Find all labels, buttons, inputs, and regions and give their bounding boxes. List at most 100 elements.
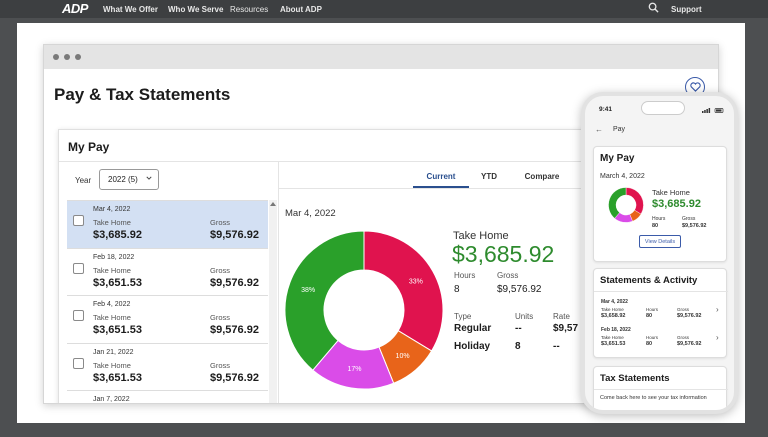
phone-donut-chart <box>608 187 644 223</box>
nav-support[interactable]: Support <box>671 5 702 14</box>
earning-units: -- <box>515 323 522 334</box>
phone-gross-value: $9,576.92 <box>677 313 702 319</box>
phone-my-pay-title: My Pay <box>600 153 635 164</box>
nav-what-we-offer[interactable]: What We Offer <box>103 5 158 14</box>
statement-row[interactable]: Feb 18, 2022 Take Home $3,651.53 Gross $… <box>67 248 268 296</box>
statement-date: Jan 21, 2022 <box>93 348 134 356</box>
statement-list: Mar 4, 2022 Take Home $3,685.92 Gross $9… <box>67 200 268 403</box>
take-home-value: $3,651.53 <box>93 276 142 289</box>
chevron-right-icon[interactable]: › <box>716 305 719 314</box>
statement-date: Jan 7, 2022 <box>93 396 130 403</box>
statement-row[interactable]: Feb 4, 2022 Take Home $3,651.53 Gross $9… <box>67 296 268 344</box>
take-home-label: Take Home <box>93 313 131 322</box>
phone-hours-label: Hours <box>646 335 659 340</box>
site-header: ADP What We Offer Who We Serve Resources… <box>0 0 768 18</box>
donut-slice-label: 10% <box>396 353 410 360</box>
divider <box>278 162 279 403</box>
earning-rate: $9,57 <box>553 323 579 334</box>
chevron-right-icon[interactable]: › <box>716 333 719 342</box>
phone-statements-card: Statements & Activity Mar 4, 2022 Take H… <box>593 268 728 358</box>
year-label: Year <box>75 176 92 185</box>
phone-gross-label: Gross <box>677 307 690 312</box>
donut-slice-label: 38% <box>301 287 315 294</box>
statement-date: Feb 4, 2022 <box>93 301 131 308</box>
gross-value: $9,576.92 <box>497 284 542 295</box>
mini-donut-slice <box>608 187 627 219</box>
statement-date: Mar 4, 2022 <box>93 206 131 213</box>
back-arrow-icon[interactable]: ← <box>595 125 603 134</box>
phone-take-home-label: Take Home <box>601 335 624 340</box>
phone-take-home-value: $3,685.92 <box>652 198 701 210</box>
statement-checkbox[interactable] <box>73 357 84 369</box>
adp-logo[interactable]: ADP <box>62 1 88 16</box>
statement-date: Feb 18, 2022 <box>93 253 135 261</box>
phone-gross-value: $9,576.92 <box>677 341 702 347</box>
tabs-divider <box>279 188 679 189</box>
phone-take-home-value: $3,651.53 <box>601 341 626 347</box>
phone-hours-value: 80 <box>646 341 653 347</box>
nav-who-we-serve[interactable]: Who We Serve <box>168 5 224 14</box>
scroll-up-icon[interactable] <box>270 202 276 206</box>
hours-value: 8 <box>454 284 460 295</box>
phone-time: 9:41 <box>599 106 613 113</box>
gross-value: $9,576.92 <box>210 276 259 289</box>
phone-hours-value: 80 <box>652 223 659 229</box>
search-icon[interactable] <box>648 2 659 13</box>
divider <box>59 161 679 162</box>
tab-ytd[interactable]: YTD <box>481 172 497 181</box>
window-dot-icon <box>64 54 70 60</box>
phone-gross-label: Gross <box>677 335 690 340</box>
gross-value: $9,576.92 <box>210 324 259 336</box>
my-pay-card: My Pay Year 2022 (5) Mar 4, 2022 Take Ho… <box>58 129 679 403</box>
phone-tax-text: Come back here to see your tax informati… <box>600 395 707 401</box>
gross-label: Gross <box>210 218 231 227</box>
take-home-value: $3,651.53 <box>93 371 142 384</box>
gross-value: $9,576.92 <box>210 371 259 384</box>
phone-gross-value: $9,576.92 <box>682 223 707 229</box>
phone-take-home-value: $3,658.92 <box>601 313 626 319</box>
year-select[interactable]: 2022 (5) <box>99 169 159 190</box>
signal-battery-icon <box>702 108 724 113</box>
phone-statements-title: Statements & Activity <box>600 275 698 286</box>
phone-hours-label: Hours <box>646 307 659 312</box>
tab-compare[interactable]: Compare <box>524 172 560 181</box>
statement-row[interactable]: Mar 4, 2022 Take Home $3,685.92 Gross $9… <box>67 201 268 249</box>
phone-tax-title: Tax Statements <box>600 373 670 384</box>
detail-take-home-value: $3,685.92 <box>452 241 555 267</box>
gross-label: Gross <box>210 360 231 370</box>
statement-checkbox[interactable] <box>73 215 84 226</box>
page-title: Pay & Tax Statements <box>54 85 231 104</box>
donut-slice-label: 17% <box>347 366 361 373</box>
phone-pay-date: March 4, 2022 <box>600 173 645 180</box>
phone-tax-card: Tax Statements Come back here to see you… <box>593 366 728 410</box>
pay-tabs: Current YTD Compare <box>413 170 575 188</box>
statement-checkbox[interactable] <box>73 262 84 274</box>
col-units-header: Units <box>515 312 534 321</box>
statement-row[interactable]: Jan 7, 2022 <box>67 391 268 403</box>
tab-current[interactable]: Current <box>413 170 469 188</box>
phone-take-home-label: Take Home <box>601 307 624 312</box>
hours-label: Hours <box>454 271 476 280</box>
phone-mockup: 9:41 ← Pay My Pay March 4, 2022 Take Hom… <box>581 92 738 414</box>
nav-about-adp[interactable]: About ADP <box>280 5 322 14</box>
phone-statement-date: Feb 18, 2022 <box>601 327 631 333</box>
col-type-header: Type <box>454 312 472 321</box>
browser-titlebar <box>44 45 718 69</box>
phone-notch <box>641 101 685 115</box>
pay-breakdown-donut-chart: 33% 10% 17% 38% <box>284 230 444 390</box>
view-details-button[interactable]: View Details <box>639 235 681 248</box>
earning-type: Regular <box>454 323 492 334</box>
take-home-label: Take Home <box>93 265 131 275</box>
phone-statement-date: Mar 4, 2022 <box>601 299 628 305</box>
window-dot-icon <box>75 54 81 60</box>
nav-resources[interactable]: Resources <box>230 5 269 14</box>
statement-checkbox[interactable] <box>73 310 84 321</box>
donut-slice <box>284 230 365 371</box>
take-home-value: $3,651.53 <box>93 324 142 336</box>
phone-take-home-label: Take Home <box>652 188 690 197</box>
list-scrollbar[interactable] <box>269 200 277 403</box>
my-pay-title: My Pay <box>68 140 110 154</box>
donut-slice-label: 33% <box>409 278 423 285</box>
statement-row[interactable]: Jan 21, 2022 Take Home $3,651.53 Gross $… <box>67 343 268 391</box>
phone-hours-label: Hours <box>652 216 666 222</box>
